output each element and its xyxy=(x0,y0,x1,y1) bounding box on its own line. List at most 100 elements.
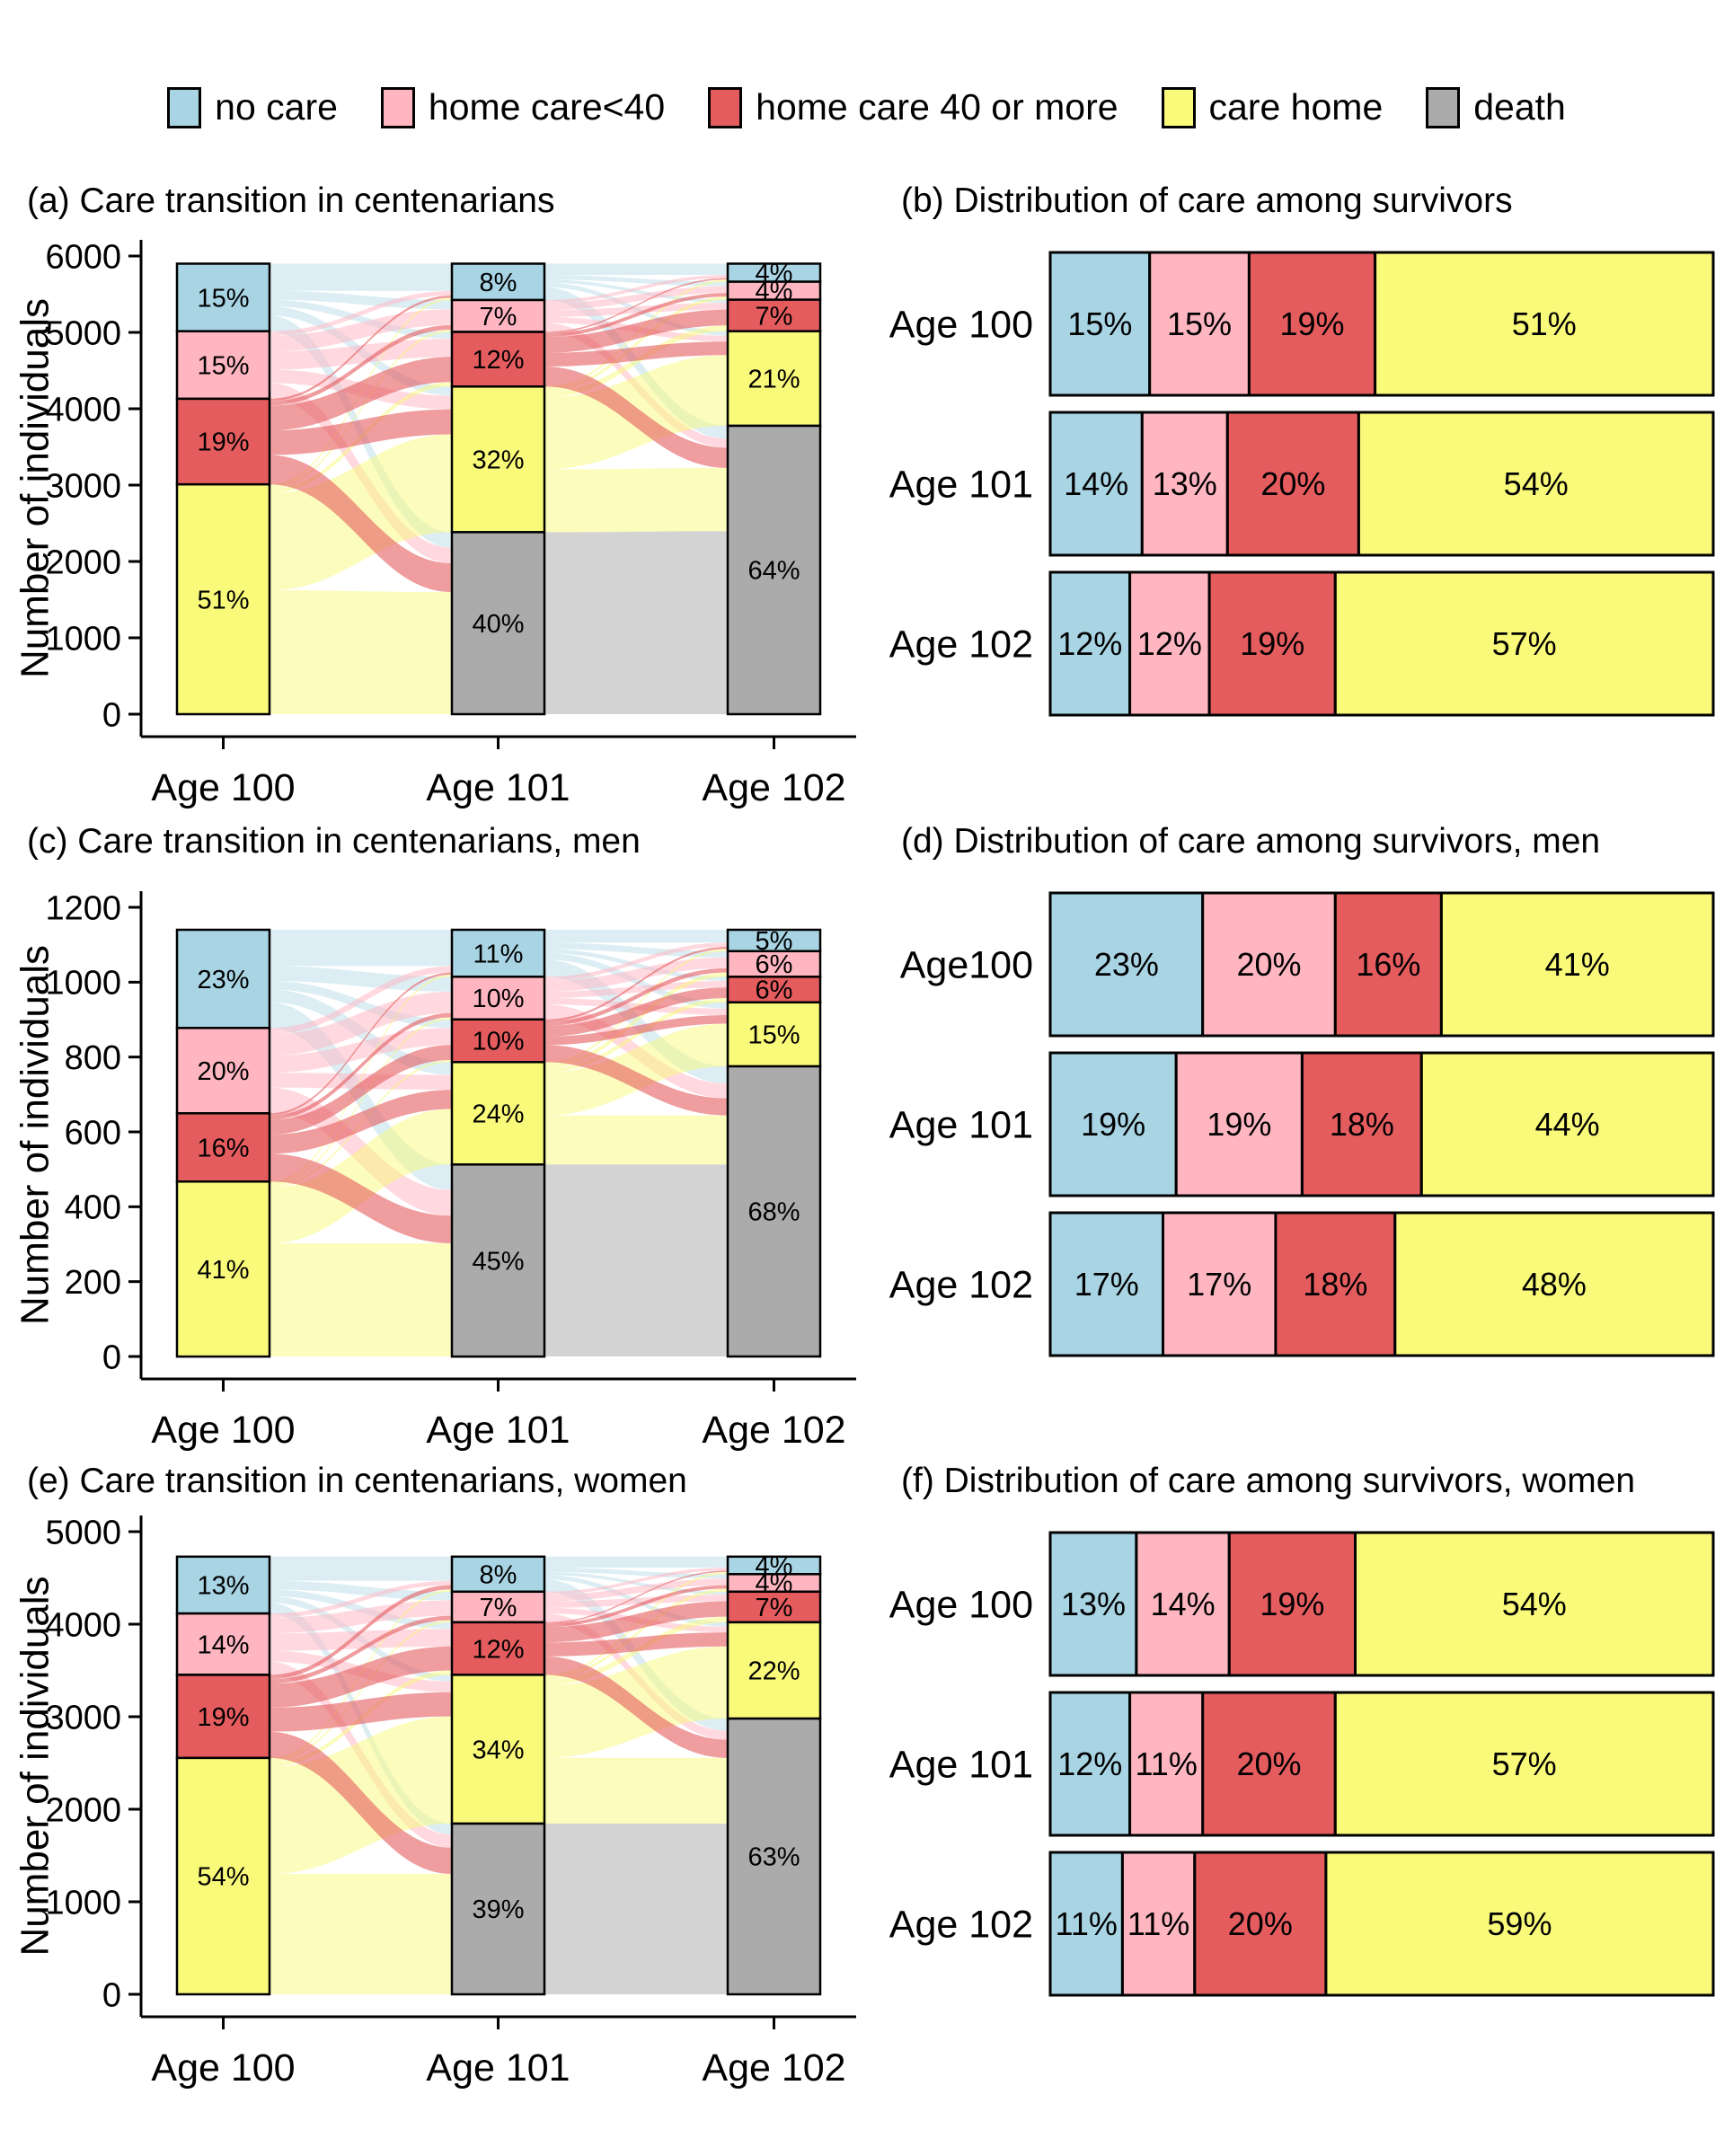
flow-home-care-lt40-to-no-care xyxy=(544,942,728,981)
flow-no-care-to-no-care xyxy=(270,1556,452,1581)
node-pct-label: 45% xyxy=(472,1247,524,1276)
node-a-col2-care-home xyxy=(726,330,822,428)
x-tick-label: Age 101 xyxy=(426,1409,570,1452)
flow-care-home-to-home-care-lt40 xyxy=(270,330,452,490)
y-axis-title: Number of individuals xyxy=(13,945,57,1325)
bar-b-age102-home-care-lt40 xyxy=(1128,570,1211,717)
flow-home-care-40plus-to-no-care xyxy=(544,1570,728,1624)
bar-d-age101-care-home xyxy=(1419,1051,1715,1197)
bar-age-label: Age 101 xyxy=(889,1744,1033,1787)
flow-home-care-40plus-to-home-care-lt40 xyxy=(544,1585,728,1628)
node-pct-label: 21% xyxy=(747,366,800,394)
bar-d-age102-home-care-lt40 xyxy=(1162,1211,1278,1357)
bar-pct-label: 12% xyxy=(1057,625,1122,662)
y-tick-label: 1000 xyxy=(45,620,121,658)
flow-no-care-to-home-care-lt40 xyxy=(544,1568,728,1579)
flow-care-home-to-home-care-lt40 xyxy=(544,972,728,1069)
node-a-col1-home-care-40plus xyxy=(450,331,546,388)
flow-no-care-to-no-care xyxy=(544,263,728,276)
bar-b-age101-home-care-lt40 xyxy=(1140,411,1229,557)
bar-age-label: Age 100 xyxy=(889,1584,1033,1627)
flow-home-care-40plus-to-home-care-lt40 xyxy=(270,1012,452,1120)
legend-label: death xyxy=(1473,86,1566,128)
bar-pct-label: 19% xyxy=(1240,625,1304,662)
node-pct-label: 8% xyxy=(480,1560,517,1589)
panel-title-f: (f) Distribution of care among survivors… xyxy=(901,1462,1636,1500)
node-pct-label: 41% xyxy=(197,1256,249,1285)
panel-b-bars: 15% 15% 19% 51% Age 100 14% 13% 20% 54% Age 101 12… xyxy=(889,251,1715,717)
bar-pct-label: 54% xyxy=(1502,1586,1567,1622)
node-e-col1-death xyxy=(450,1822,546,1996)
bar-pct-label: 19% xyxy=(1279,305,1344,342)
flow-no-care-to-home-care-lt40 xyxy=(270,966,452,992)
x-tick-label: Age 100 xyxy=(151,1409,295,1452)
flow-home-care-lt40-to-home-care-lt40 xyxy=(544,1578,728,1602)
node-pct-label: 12% xyxy=(472,1635,524,1664)
flow-care-home-to-care-home xyxy=(544,1023,728,1116)
flow-home-care-40plus-to-home-care-40plus xyxy=(544,987,728,1037)
bar-f-age102-care-home xyxy=(1324,1851,1715,1997)
panel-d-bars: 23% 20% 16% 41% Age100 19% 19% 18% 44% Age 101 17%… xyxy=(889,891,1715,1357)
y-tick-label: 1200 xyxy=(45,889,121,927)
node-e-col2-home-care-40plus xyxy=(726,1590,822,1624)
flow-home-care-lt40-to-no-care xyxy=(544,1568,728,1595)
flow-no-care-to-no-care xyxy=(270,930,452,967)
flow-home-care-lt40-to-home-care-40plus xyxy=(544,1595,728,1608)
no-care-swatch-icon xyxy=(167,86,202,128)
bar-d-age102-no-care xyxy=(1048,1211,1164,1357)
node-c-col2-care-home xyxy=(726,1001,822,1068)
bar-f-age101-care-home xyxy=(1333,1691,1715,1837)
bar-age-label: Age 101 xyxy=(889,464,1033,507)
flow-home-care-lt40-to-home-care-lt40 xyxy=(270,1600,452,1634)
y-tick-label: 200 xyxy=(65,1264,121,1302)
node-pct-label: 63% xyxy=(747,1843,800,1872)
panel-title-d: (d) Distribution of care among survivors… xyxy=(901,822,1601,861)
flow-no-care-to-care-home xyxy=(544,953,728,1009)
node-pct-label: 68% xyxy=(747,1198,800,1227)
bar-pct-label: 44% xyxy=(1535,1106,1600,1143)
bar-pct-label: 18% xyxy=(1303,1266,1367,1303)
node-pct-label: 7% xyxy=(756,302,793,331)
flow-care-home-to-no-care xyxy=(270,974,452,1184)
y-tick-label: 2000 xyxy=(45,1791,121,1829)
node-pct-label: 7% xyxy=(480,1594,517,1622)
bar-pct-label: 20% xyxy=(1260,465,1325,502)
node-a-col1-home-care-lt40 xyxy=(450,298,546,333)
flow-home-care-lt40-to-no-care xyxy=(270,966,452,1035)
flow-no-care-to-no-care xyxy=(270,263,452,291)
flow-care-home-to-home-care-40plus xyxy=(544,998,728,1074)
flow-no-care-to-home-care-lt40 xyxy=(270,1580,452,1601)
flow-home-care-lt40-to-no-care xyxy=(270,1580,452,1618)
node-c-col2-death xyxy=(726,1065,822,1358)
flow-no-care-to-no-care xyxy=(544,930,728,943)
bar-age-label: Age100 xyxy=(900,944,1033,987)
flow-care-home-to-death xyxy=(270,1874,452,1994)
bar-pct-label: 11% xyxy=(1135,1745,1197,1782)
bar-pct-label: 14% xyxy=(1064,465,1128,502)
flow-home-care-40plus-to-home-care-40plus xyxy=(270,1045,452,1135)
bar-f-age102-home-care-lt40 xyxy=(1120,1851,1197,1997)
node-a-col2-death xyxy=(726,424,822,716)
home-care-lt40-swatch-icon xyxy=(380,86,415,128)
flow-no-care-to-home-care-40plus xyxy=(544,279,728,304)
x-tick-label: Age 100 xyxy=(151,2046,295,2090)
flow-home-care-lt40-to-home-care-40plus xyxy=(544,303,728,317)
node-a-col0-home-care-lt40 xyxy=(175,330,271,401)
flow-home-care-40plus-to-death xyxy=(270,455,452,593)
node-a-col0-care-home xyxy=(175,482,271,716)
legend-item-death: death xyxy=(1426,86,1566,128)
node-pct-label: 6% xyxy=(756,950,793,979)
node-pct-label: 54% xyxy=(197,1863,249,1892)
node-pct-label: 32% xyxy=(472,446,524,474)
flow-death-to-death xyxy=(544,1164,728,1356)
node-pct-label: 11% xyxy=(473,940,524,968)
bar-pct-label: 23% xyxy=(1094,946,1159,983)
node-pct-label: 8% xyxy=(480,269,517,297)
y-tick-label: 0 xyxy=(102,1976,121,2014)
y-tick-label: 5000 xyxy=(45,1514,121,1551)
node-e-col0-home-care-40plus xyxy=(175,1674,271,1760)
bar-pct-label: 19% xyxy=(1260,1586,1324,1622)
y-tick-label: 3000 xyxy=(45,467,121,505)
flow-care-home-to-death xyxy=(544,1757,728,1824)
flow-no-care-to-home-care-40plus xyxy=(270,299,452,340)
